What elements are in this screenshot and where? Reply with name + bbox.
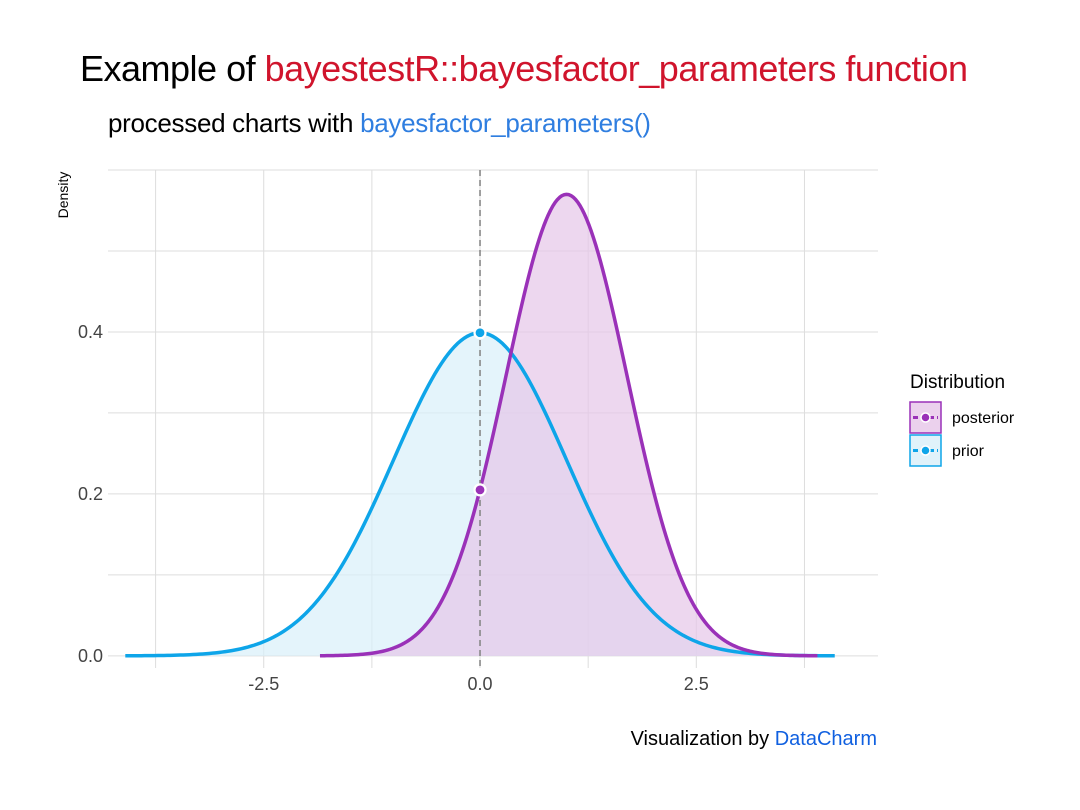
- title-highlight: bayestestR::bayesfactor_parameters funct…: [264, 48, 968, 89]
- intersection-points: [473, 326, 487, 497]
- legend-item-prior: prior: [909, 434, 985, 467]
- legend: Distribution posterior prior: [909, 372, 1015, 467]
- legend-item-posterior: posterior: [909, 401, 1015, 434]
- legend-title: Distribution: [910, 372, 1005, 393]
- chart-title: Example of bayestestR::bayesfactor_param…: [80, 48, 968, 90]
- posterior-point: [473, 483, 487, 497]
- posterior-area: [319, 194, 818, 656]
- caption-highlight: DataCharm: [774, 728, 877, 750]
- caption: Visualization by DataCharm: [631, 728, 877, 751]
- caption-prefix: Visualization by: [630, 728, 775, 750]
- grid-lines: [108, 169, 878, 668]
- legend-key-point: [920, 412, 931, 423]
- subtitle-prefix: processed charts with: [108, 108, 361, 138]
- prior-point: [473, 326, 487, 340]
- chart-subtitle: processed charts with bayesfactor_parame…: [108, 108, 651, 139]
- x-tick-label: 0.0: [468, 674, 493, 694]
- y-tick-label: 0.4: [78, 322, 103, 342]
- x-tick-label: -2.5: [248, 674, 279, 694]
- y-tick-label: 0.0: [78, 646, 103, 666]
- x-tick-label: 2.5: [684, 674, 709, 694]
- legend-label: prior: [952, 443, 985, 460]
- legend-key-point: [920, 445, 931, 456]
- y-axis-title: Density: [55, 172, 71, 219]
- posterior-line: [319, 192, 818, 658]
- title-prefix: Example of: [80, 48, 265, 89]
- axis-ticks: -2.5 0.0 2.5 0.0 0.2 0.4: [78, 322, 709, 694]
- legend-label: posterior: [952, 410, 1015, 427]
- y-tick-label: 0.2: [78, 484, 103, 504]
- subtitle-highlight: bayesfactor_parameters(): [360, 108, 651, 138]
